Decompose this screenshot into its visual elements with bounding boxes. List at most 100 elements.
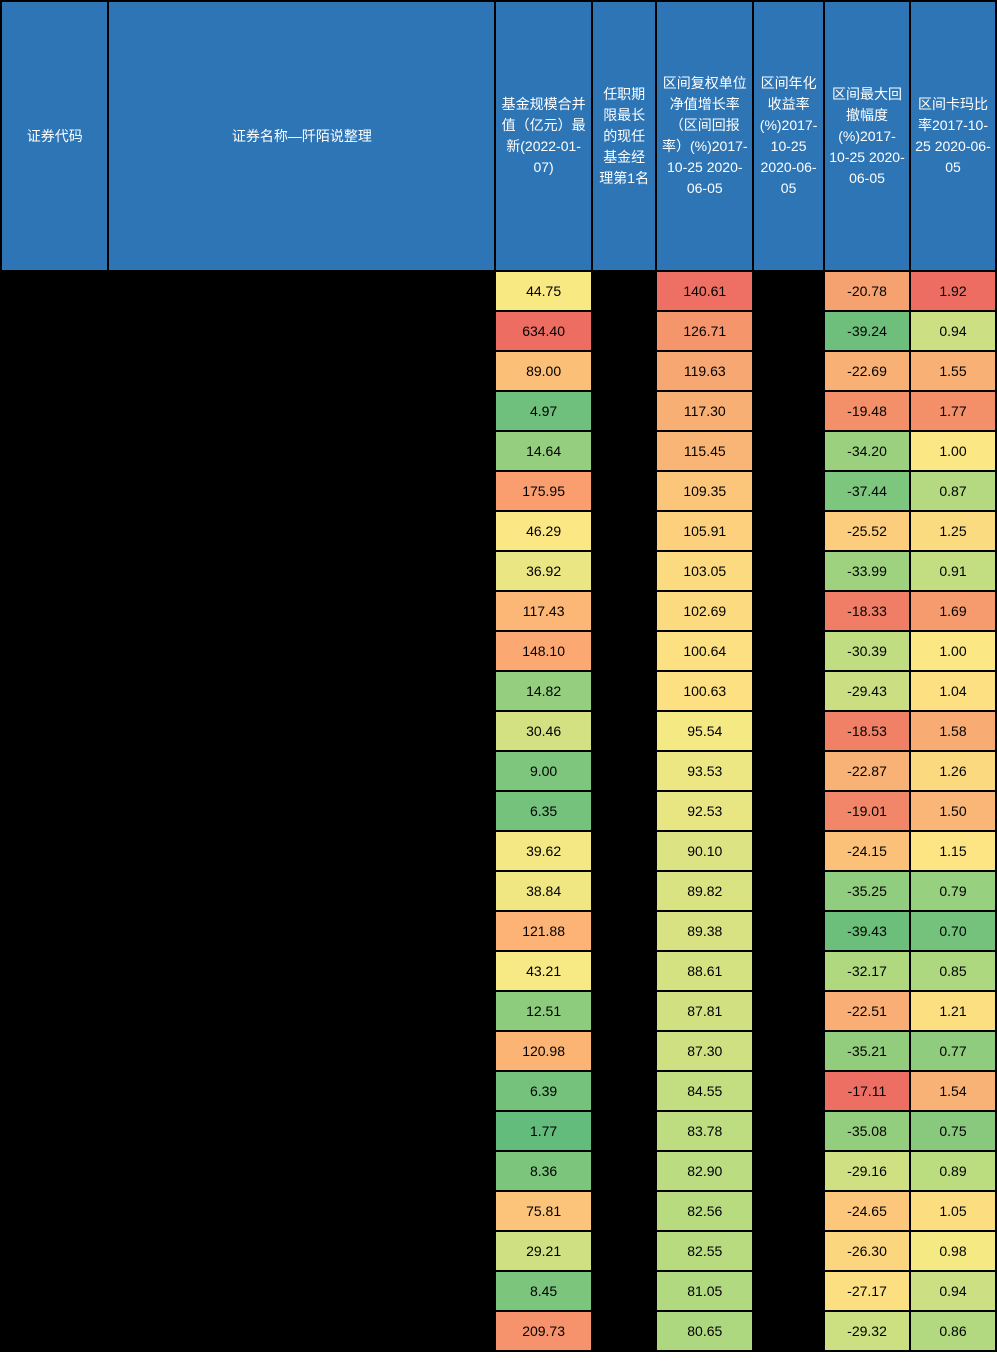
cell-value: 81.05 (657, 1272, 752, 1310)
cell-name (108, 631, 495, 671)
cell-manager (592, 311, 656, 351)
cell-value: 82.56 (657, 1192, 752, 1230)
cell-value: 1.21 (911, 992, 995, 1030)
cell-manager (592, 991, 656, 1031)
cell-growth: 87.81 (656, 991, 753, 1031)
cell-manager (592, 551, 656, 591)
cell-scale: 38.84 (495, 871, 592, 911)
cell-value: 1.92 (911, 272, 995, 310)
cell-value: 38.84 (496, 872, 591, 910)
cell-growth: 81.05 (656, 1271, 753, 1311)
cell-calmar: 1.77 (910, 391, 996, 431)
cell-name (108, 751, 495, 791)
cell-growth: 126.71 (656, 311, 753, 351)
header-row: 证券代码 证券名称—阡陌说整理 基金规模合并值（亿元）最新(2022-01-07… (1, 1, 996, 271)
cell-annual (753, 951, 824, 991)
cell-value: 0.91 (911, 552, 995, 590)
cell-code (1, 591, 108, 631)
cell-value: -35.25 (825, 872, 909, 910)
cell-annual (753, 471, 824, 511)
cell-scale: 14.82 (495, 671, 592, 711)
cell-calmar: 1.25 (910, 511, 996, 551)
cell-annual (753, 1031, 824, 1071)
cell-value: 1.25 (911, 512, 995, 550)
header-manager: 任职期限最长的现任基金经理第1名 (592, 1, 656, 271)
cell-name (108, 671, 495, 711)
cell-drawdown: -37.44 (824, 471, 910, 511)
cell-annual (753, 1111, 824, 1151)
cell-value: 82.90 (657, 1152, 752, 1190)
table-row: 175.95109.35-37.440.87 (1, 471, 996, 511)
cell-value: -29.43 (825, 672, 909, 710)
cell-scale: 4.97 (495, 391, 592, 431)
cell-calmar: 1.55 (910, 351, 996, 391)
cell-manager (592, 831, 656, 871)
cell-value: 140.61 (657, 272, 752, 310)
cell-manager (592, 1111, 656, 1151)
cell-growth: 90.10 (656, 831, 753, 871)
cell-growth: 95.54 (656, 711, 753, 751)
cell-manager (592, 1191, 656, 1231)
cell-value: 30.46 (496, 712, 591, 750)
cell-value: -17.11 (825, 1072, 909, 1110)
cell-annual (753, 831, 824, 871)
cell-value: 6.35 (496, 792, 591, 830)
cell-value: -33.99 (825, 552, 909, 590)
cell-calmar: 1.92 (910, 271, 996, 311)
cell-value: 43.21 (496, 952, 591, 990)
cell-code (1, 311, 108, 351)
cell-scale: 6.35 (495, 791, 592, 831)
cell-value: 8.45 (496, 1272, 591, 1310)
cell-annual (753, 351, 824, 391)
cell-drawdown: -27.17 (824, 1271, 910, 1311)
cell-annual (753, 1191, 824, 1231)
cell-name (108, 351, 495, 391)
cell-value: -30.39 (825, 632, 909, 670)
cell-value: 1.77 (911, 392, 995, 430)
cell-code (1, 991, 108, 1031)
cell-code (1, 671, 108, 711)
cell-value: 102.69 (657, 592, 752, 630)
cell-manager (592, 1151, 656, 1191)
cell-value: 103.05 (657, 552, 752, 590)
cell-annual (753, 711, 824, 751)
cell-code (1, 911, 108, 951)
cell-annual (753, 1231, 824, 1271)
cell-name (108, 391, 495, 431)
cell-drawdown: -33.99 (824, 551, 910, 591)
cell-value: -26.30 (825, 1232, 909, 1270)
cell-annual (753, 311, 824, 351)
cell-manager (592, 871, 656, 911)
cell-code (1, 551, 108, 591)
cell-name (108, 1271, 495, 1311)
cell-value: -29.16 (825, 1152, 909, 1190)
cell-scale: 9.00 (495, 751, 592, 791)
cell-scale: 43.21 (495, 951, 592, 991)
cell-value: 12.51 (496, 992, 591, 1030)
cell-calmar: 0.70 (910, 911, 996, 951)
cell-value: 0.98 (911, 1232, 995, 1270)
cell-value: 89.38 (657, 912, 752, 950)
cell-value: 6.39 (496, 1072, 591, 1110)
cell-name (108, 791, 495, 831)
cell-annual (753, 991, 824, 1031)
cell-value: 90.10 (657, 832, 752, 870)
cell-value: 87.30 (657, 1032, 752, 1070)
cell-value: -35.08 (825, 1112, 909, 1150)
cell-value: 87.81 (657, 992, 752, 1030)
cell-code (1, 431, 108, 471)
cell-manager (592, 351, 656, 391)
cell-calmar: 1.04 (910, 671, 996, 711)
cell-annual (753, 671, 824, 711)
header-drawdown: 区间最大回撤幅度(%)2017-10-25 2020-06-05 (824, 1, 910, 271)
cell-code (1, 391, 108, 431)
cell-calmar: 0.79 (910, 871, 996, 911)
cell-value: 100.63 (657, 672, 752, 710)
cell-drawdown: -29.16 (824, 1151, 910, 1191)
cell-annual (753, 871, 824, 911)
cell-name (108, 1231, 495, 1271)
table-row: 75.8182.56-24.651.05 (1, 1191, 996, 1231)
table-row: 38.8489.82-35.250.79 (1, 871, 996, 911)
cell-growth: 84.55 (656, 1071, 753, 1111)
cell-code (1, 951, 108, 991)
